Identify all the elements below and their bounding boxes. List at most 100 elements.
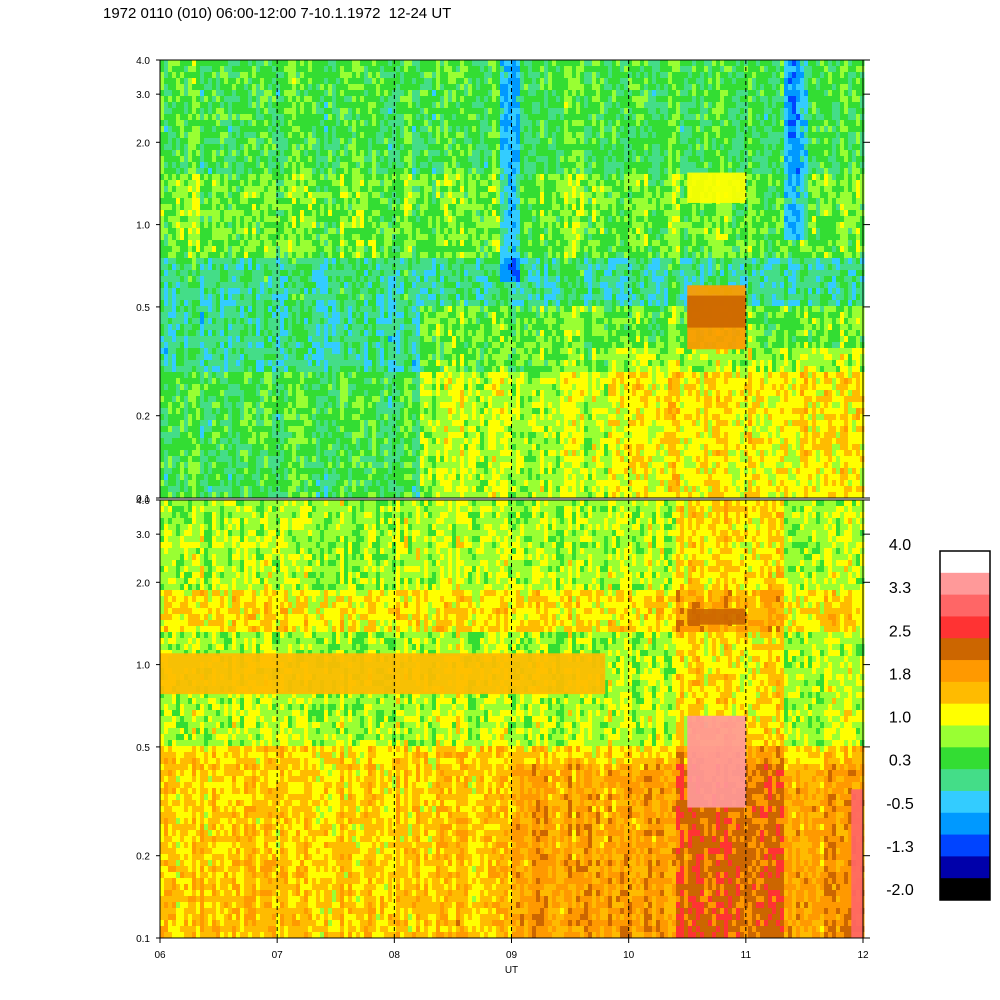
heatmap-cell <box>292 174 297 181</box>
heatmap-cell <box>260 426 265 433</box>
heatmap-cell <box>248 390 253 397</box>
heatmap-cell <box>244 330 249 337</box>
heatmap-cell <box>396 480 401 487</box>
heatmap-cell <box>168 396 173 403</box>
heatmap-cell <box>344 360 349 367</box>
heatmap-cell <box>232 456 237 463</box>
heatmap-cell <box>400 336 405 343</box>
heatmap-cell <box>308 348 313 355</box>
heatmap-cell <box>304 174 309 181</box>
heatmap-cell <box>272 480 277 487</box>
heatmap-cell <box>188 330 193 337</box>
heatmap-cell <box>412 168 417 175</box>
heatmap-cell <box>272 246 277 253</box>
heatmap-cell <box>276 462 281 469</box>
heatmap-cell <box>296 198 301 205</box>
heatmap-cell <box>428 90 433 97</box>
heatmap-cell <box>428 78 433 85</box>
heatmap-cell <box>308 366 313 373</box>
heatmap-cell <box>232 108 237 115</box>
heatmap-cell <box>416 228 421 235</box>
heatmap-cell <box>264 318 269 325</box>
heatmap-cell <box>364 174 369 181</box>
heatmap-cell <box>212 222 217 229</box>
heatmap-cell <box>272 240 277 247</box>
heatmap-cell <box>344 462 349 469</box>
heatmap-cell <box>160 360 165 367</box>
heatmap-cell <box>396 342 401 349</box>
heatmap-cell <box>404 462 409 469</box>
heatmap-cell <box>368 198 373 205</box>
heatmap-cell <box>300 348 305 355</box>
heatmap-cell <box>272 222 277 229</box>
heatmap-cell <box>388 294 393 301</box>
heatmap-cell <box>420 384 425 391</box>
heatmap-cell <box>276 66 281 73</box>
heatmap-cell <box>212 444 217 451</box>
heatmap-cell <box>276 216 281 223</box>
heatmap-cell <box>164 312 169 319</box>
heatmap-cell <box>192 240 197 247</box>
heatmap-cell <box>312 204 317 211</box>
heatmap-cell <box>356 468 361 475</box>
heatmap-cell <box>408 252 413 259</box>
heatmap-cell <box>312 192 317 199</box>
heatmap-cell <box>308 426 313 433</box>
heatmap-cell <box>316 306 321 313</box>
heatmap-cell <box>376 372 381 379</box>
heatmap-cell <box>228 354 233 361</box>
heatmap-cell <box>256 60 261 67</box>
heatmap-cell <box>400 324 405 331</box>
heatmap-cell <box>376 270 381 277</box>
heatmap-cell <box>280 264 285 271</box>
heatmap-cell <box>332 114 337 121</box>
heatmap-cell <box>224 474 229 481</box>
heatmap-cell <box>248 378 253 385</box>
heatmap-cell <box>340 456 345 463</box>
heatmap-cell <box>324 396 329 403</box>
heatmap-cell <box>264 462 269 469</box>
heatmap-cell <box>380 114 385 121</box>
heatmap-cell <box>184 114 189 121</box>
heatmap-cell <box>424 330 429 337</box>
heatmap-cell <box>316 234 321 241</box>
heatmap-cell <box>252 378 257 385</box>
heatmap-cell <box>188 288 193 295</box>
heatmap-cell <box>312 330 317 337</box>
heatmap-cell <box>244 312 249 319</box>
heatmap-cell <box>252 72 257 79</box>
heatmap-cell <box>164 156 169 163</box>
heatmap-cell <box>248 66 253 73</box>
heatmap-cell <box>268 306 273 313</box>
heatmap-cell <box>288 126 293 133</box>
heatmap-cell <box>296 444 301 451</box>
heatmap-cell <box>400 192 405 199</box>
heatmap-cell <box>320 432 325 439</box>
heatmap-cell <box>212 84 217 91</box>
heatmap-cell <box>172 186 177 193</box>
heatmap-cell <box>220 366 225 373</box>
heatmap-cell <box>400 66 405 73</box>
heatmap-cell <box>316 108 321 115</box>
heatmap-cell <box>260 72 265 79</box>
heatmap-cell <box>332 402 337 409</box>
heatmap-cell <box>296 252 301 259</box>
heatmap-cell <box>424 216 429 223</box>
heatmap-cell <box>424 90 429 97</box>
heatmap-cell <box>216 246 221 253</box>
heatmap-cell <box>336 378 341 385</box>
heatmap-cell <box>336 486 341 493</box>
heatmap-cell <box>420 234 425 241</box>
heatmap-cell <box>300 282 305 289</box>
heatmap-cell <box>360 72 365 79</box>
heatmap-cell <box>192 210 197 217</box>
heatmap-cell <box>428 468 433 475</box>
heatmap-cell <box>180 138 185 145</box>
heatmap-cell <box>328 384 333 391</box>
heatmap-cell <box>408 96 413 103</box>
heatmap-cell <box>364 192 369 199</box>
heatmap-cell <box>192 198 197 205</box>
heatmap-cell <box>272 150 277 157</box>
heatmap-cell <box>408 270 413 277</box>
heatmap-cell <box>212 420 217 427</box>
